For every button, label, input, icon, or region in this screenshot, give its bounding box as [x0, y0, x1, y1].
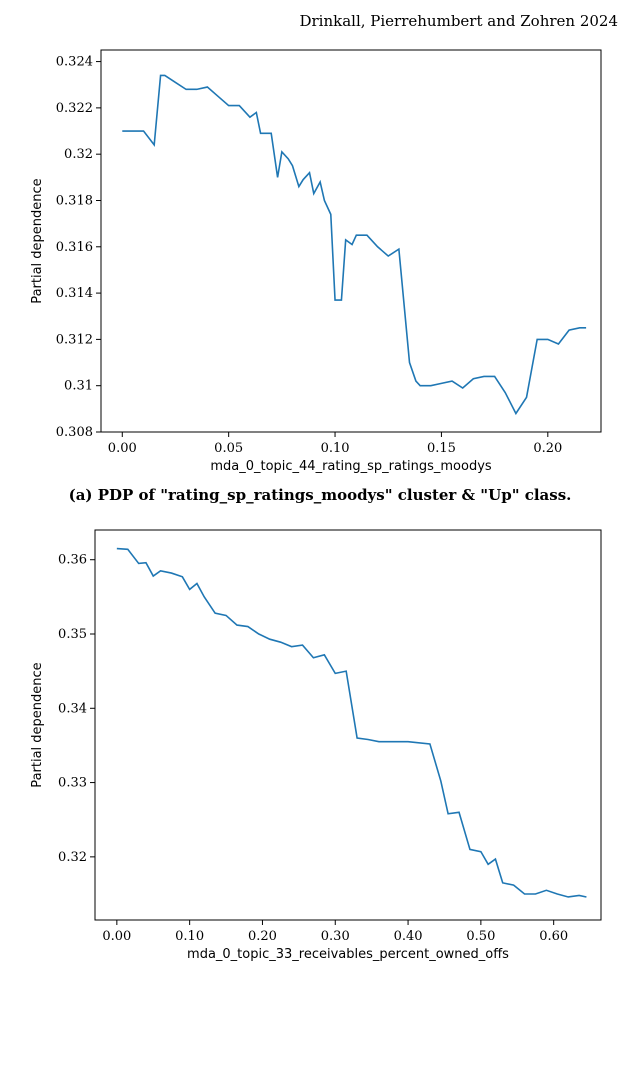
svg-text:mda_0_topic_33_receivables_per: mda_0_topic_33_receivables_percent_owned… [187, 947, 509, 962]
svg-text:0.05: 0.05 [214, 441, 243, 456]
svg-text:0.10: 0.10 [321, 441, 350, 456]
svg-text:0.20: 0.20 [533, 441, 562, 456]
svg-text:0.314: 0.314 [56, 286, 93, 301]
svg-text:0.322: 0.322 [56, 101, 93, 116]
svg-text:0.33: 0.33 [58, 776, 87, 791]
svg-text:0.324: 0.324 [56, 55, 93, 70]
svg-text:0.308: 0.308 [56, 425, 93, 440]
svg-text:0.20: 0.20 [248, 929, 277, 944]
svg-text:0.35: 0.35 [58, 627, 87, 642]
svg-text:0.50: 0.50 [466, 929, 495, 944]
svg-text:Partial dependence: Partial dependence [30, 662, 45, 787]
svg-text:0.00: 0.00 [102, 929, 131, 944]
header-citation: Drinkall, Pierrehumbert and Zohren 2024 [0, 8, 640, 38]
svg-text:0.10: 0.10 [175, 929, 204, 944]
svg-text:0.31: 0.31 [64, 379, 93, 394]
svg-text:0.36: 0.36 [58, 553, 87, 568]
svg-text:0.316: 0.316 [56, 240, 93, 255]
chart-b-container: 0.00 0.10 0.20 0.30 0.40 0.50 0.60 0.32 0.33 0.34… [25, 516, 615, 966]
pdp-chart-a: 0.00 0.05 0.10 0.15 0.20 0.308 0.31 0.312 0.314 0… [25, 38, 615, 478]
svg-text:0.34: 0.34 [58, 701, 87, 716]
svg-text:0.40: 0.40 [394, 929, 423, 944]
chart-a-caption: (a) PDP of "rating_sp_ratings_moodys" cl… [0, 486, 640, 504]
svg-text:0.32: 0.32 [64, 147, 93, 162]
svg-text:Partial dependence: Partial dependence [30, 178, 45, 303]
svg-text:0.00: 0.00 [108, 441, 137, 456]
svg-text:0.312: 0.312 [56, 332, 93, 347]
svg-text:0.60: 0.60 [539, 929, 568, 944]
svg-text:0.30: 0.30 [321, 929, 350, 944]
page: Drinkall, Pierrehumbert and Zohren 2024 … [0, 0, 640, 982]
svg-text:mda_0_topic_44_rating_sp_ratin: mda_0_topic_44_rating_sp_ratings_moodys [210, 459, 492, 474]
svg-text:0.32: 0.32 [58, 850, 87, 865]
svg-text:0.318: 0.318 [56, 193, 93, 208]
pdp-chart-b: 0.00 0.10 0.20 0.30 0.40 0.50 0.60 0.32 0.33 0.34… [25, 516, 615, 966]
svg-text:0.15: 0.15 [427, 441, 456, 456]
chart-a-container: 0.00 0.05 0.10 0.15 0.20 0.308 0.31 0.312 0.314 0… [25, 38, 615, 478]
